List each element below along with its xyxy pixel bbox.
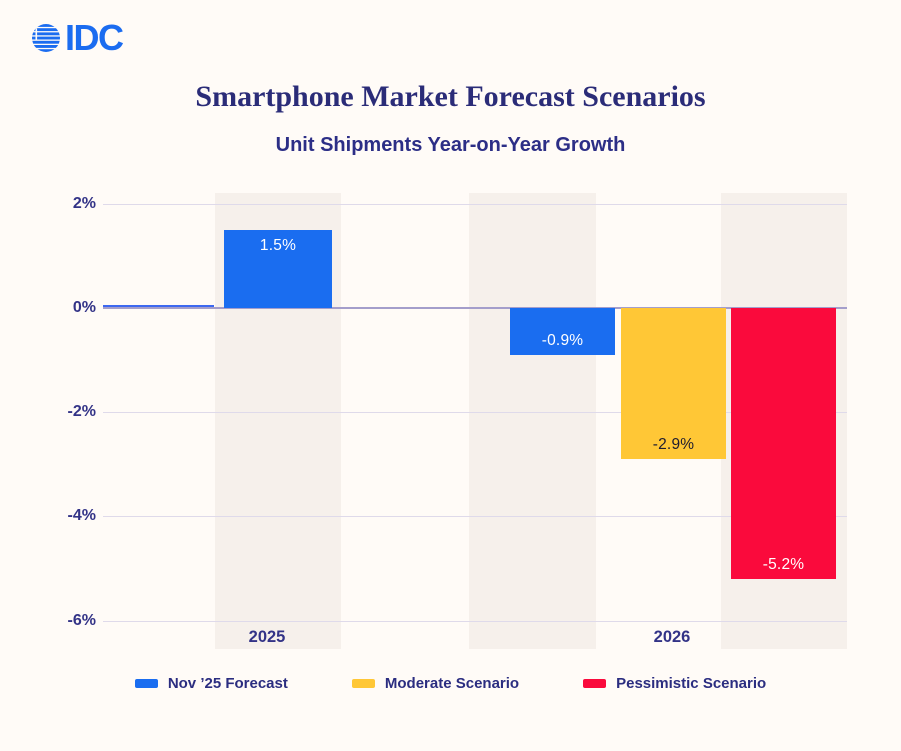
gridline xyxy=(103,412,847,414)
zero-gridline xyxy=(103,307,847,309)
gridline xyxy=(103,516,847,518)
gridline xyxy=(103,203,847,205)
y-axis-tick-label: 0% xyxy=(72,299,96,316)
legend-swatch-icon xyxy=(351,679,375,688)
x-axis-label-2026: 2026 xyxy=(653,628,691,646)
y-axis-tick-label: -6% xyxy=(67,611,96,629)
page-subtitle: Unit Shipments Year-on-Year Growth xyxy=(275,134,626,156)
legend-swatch-icon xyxy=(583,679,607,688)
zero-baseline-accent xyxy=(103,305,214,307)
bar-2026-pessimistic-scenario[interactable]: -5.2% xyxy=(731,308,836,579)
chart-legend: Nov ’25 Forecast Moderate Scenario Pessimi… xyxy=(0,675,901,692)
legend-swatch-icon xyxy=(134,679,158,688)
legend-item-label: Moderate Scenario xyxy=(384,675,520,692)
gridline xyxy=(103,620,847,622)
bar-2025-nov-25-forecast[interactable]: 1.5% xyxy=(224,229,332,308)
bar-value-label: -5.2% xyxy=(762,555,805,573)
legend-item-label: Nov ’25 Forecast xyxy=(167,675,288,692)
column-band xyxy=(469,193,596,649)
bar-2026-moderate-scenario[interactable]: -2.9% xyxy=(621,308,726,460)
legend-item-label: Pessimistic Scenario xyxy=(616,675,767,692)
bar-value-label: -0.9% xyxy=(541,331,584,349)
bar-chart-plot-area: 2% 0% -2% -4% -6% 1.5% -0.9% -2.9% -5.2% 2025 2026 xyxy=(0,193,901,653)
x-axis-label-2025: 2025 xyxy=(248,628,286,646)
legend-item-1[interactable]: Nov ’25 Forecast xyxy=(134,675,288,692)
legend-item-3[interactable]: Pessimistic Scenario xyxy=(583,675,766,692)
idc-logo: IDC xyxy=(31,17,124,58)
legend-item-2[interactable]: Moderate Scenario xyxy=(351,675,520,692)
bar-2026-nov-25-forecast[interactable]: -0.9% xyxy=(510,308,615,355)
idc-logo-text: IDC xyxy=(65,17,124,58)
bar-value-label: 1.5% xyxy=(259,236,297,254)
bar-value-label: -2.9% xyxy=(652,436,695,454)
page-title: Smartphone Market Forecast Scenarios xyxy=(195,80,706,113)
striped-globe-icon xyxy=(31,23,61,53)
y-axis-tick-label: 2% xyxy=(72,194,96,212)
y-axis-tick-label: -4% xyxy=(67,507,96,525)
y-axis-tick-label: -2% xyxy=(67,403,96,421)
